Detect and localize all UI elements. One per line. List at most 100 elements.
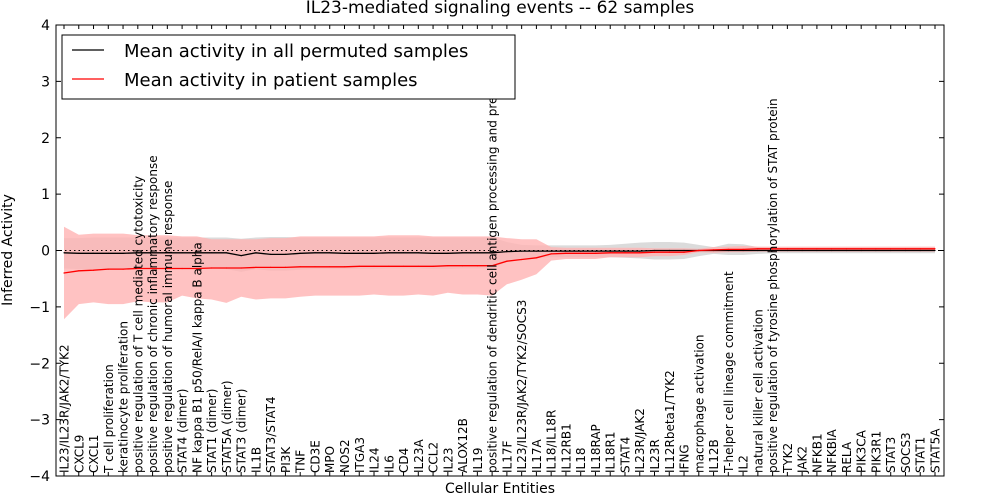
x-tick-label: IL18: [574, 448, 588, 474]
x-tick-label: TNF: [294, 450, 308, 474]
point-patient: [299, 266, 301, 268]
x-tick-label: IL23/IL23R/JAK2/TYK2: [58, 344, 72, 473]
point-patient: [358, 265, 360, 267]
point-patient: [225, 267, 227, 269]
x-tick-label: IL24: [368, 448, 382, 474]
x-tick-label: TYK2: [781, 443, 795, 474]
point-patient: [343, 266, 346, 268]
x-tick-label: IL12RB1: [559, 423, 573, 473]
x-tick-label: IL23/IL23R/JAK2/TYK2/SOCS3: [515, 300, 529, 473]
x-tick-label: STAT5A: [929, 428, 943, 473]
point-patient: [860, 248, 862, 250]
point-permuted: [181, 252, 183, 254]
x-tick-label: NF kappa B1 p50/RelA/I kappa B alpha: [190, 242, 204, 473]
point-permuted: [358, 252, 360, 254]
point-patient: [491, 265, 493, 267]
point-permuted: [875, 249, 877, 252]
point-permuted: [314, 252, 316, 254]
point-patient: [875, 248, 877, 250]
point-patient: [476, 265, 478, 267]
point-permuted: [63, 252, 65, 254]
point-permuted: [373, 252, 375, 254]
x-tick-label: ALOX12B: [456, 418, 470, 473]
x-tick-label: natural killer cell activation: [751, 309, 765, 473]
point-permuted: [211, 252, 213, 254]
x-tick-label: STAT1 (dimer): [205, 389, 219, 473]
point-permuted: [757, 249, 759, 252]
point-permuted: [816, 249, 818, 252]
y-tick-label: −2: [29, 356, 50, 372]
x-tick-label: PIK3CA: [855, 429, 869, 473]
x-tick-label: STAT3: [884, 437, 898, 473]
x-tick-label: T cell proliferation: [102, 364, 116, 474]
x-tick-label: CCL2: [427, 442, 441, 473]
x-tick-label: NFKBIA: [825, 428, 839, 473]
x-tick-label: PI3K: [279, 446, 293, 473]
point-patient: [152, 267, 154, 270]
x-tick-label: IL1B: [249, 447, 263, 473]
point-patient: [107, 268, 109, 270]
point-patient: [890, 248, 892, 250]
point-patient: [78, 270, 80, 272]
point-permuted: [565, 250, 567, 252]
point-permuted: [919, 249, 921, 252]
point-patient: [373, 265, 375, 267]
point-patient: [417, 265, 419, 267]
x-tick-label: IL23R/JAK2: [633, 408, 647, 473]
point-patient: [92, 269, 95, 271]
x-tick-label: STAT3 (dimer): [235, 389, 249, 473]
x-tick-label: IL23R: [648, 439, 662, 473]
point-patient: [668, 251, 670, 253]
x-tick-label: STAT3/STAT4: [264, 396, 278, 473]
point-patient: [757, 248, 759, 250]
point-permuted: [772, 249, 774, 252]
point-permuted: [801, 249, 803, 252]
x-tick-label: IL17A: [530, 439, 544, 473]
x-tick-label: IL18/IL18R: [545, 410, 559, 473]
x-tick-label: T-helper cell lineage commitment: [722, 271, 736, 474]
x-tick-label: IL2: [737, 455, 751, 473]
x-tick-label: IL6: [382, 455, 396, 473]
point-permuted: [727, 249, 729, 252]
x-tick-label: IL19: [471, 448, 485, 474]
point-permuted: [78, 252, 80, 254]
x-tick-label: CD4: [397, 448, 411, 473]
y-tick-label: −1: [29, 300, 50, 316]
point-permuted: [535, 250, 538, 252]
x-tick-label: CXCL9: [72, 435, 86, 473]
point-patient: [609, 252, 611, 254]
x-tick-label: IL17F: [500, 441, 514, 473]
x-tick-label: positive regulation of humoral immune re…: [161, 181, 175, 473]
x-tick-label: JAK2: [796, 446, 810, 474]
point-patient: [63, 272, 65, 274]
point-permuted: [417, 252, 419, 254]
point-permuted: [462, 252, 464, 254]
point-permuted: [653, 249, 656, 252]
point-permuted: [152, 252, 154, 254]
point-permuted: [831, 249, 833, 252]
x-tick-label: STAT1: [914, 437, 928, 473]
x-tick-label: keratinocyte proliferation: [117, 321, 131, 473]
x-tick-label: STAT4 (dimer): [176, 389, 190, 473]
x-tick-label: IL18RAP: [589, 424, 603, 473]
legend-label-patient: Mean activity in patient samples: [124, 70, 418, 91]
x-axis-label: Cellular Entities: [445, 481, 555, 497]
x-tick-label: IL12Rbeta1/TYK2: [663, 370, 677, 473]
point-patient: [786, 248, 789, 250]
x-tick-label: positive regulation of chronic inflammat…: [146, 155, 160, 473]
point-permuted: [343, 252, 346, 254]
point-permuted: [506, 251, 508, 253]
point-patient: [904, 248, 907, 250]
category-labels: IL23/IL23R/JAK2/TYK2 CXCL9 CXCL1 T cell pro…: [58, 40, 943, 474]
point-permuted: [904, 249, 907, 252]
legend-label-permuted: Mean activity in all permuted samples: [124, 41, 468, 62]
point-permuted: [240, 255, 242, 257]
point-permuted: [402, 252, 405, 254]
x-tick-label: CD3E: [309, 440, 323, 473]
point-patient: [122, 268, 124, 270]
point-permuted: [92, 252, 95, 254]
x-tick-label: IL18R1: [604, 432, 618, 473]
point-patient: [580, 252, 582, 254]
point-permuted: [683, 249, 685, 252]
y-tick-label: 3: [41, 74, 50, 90]
